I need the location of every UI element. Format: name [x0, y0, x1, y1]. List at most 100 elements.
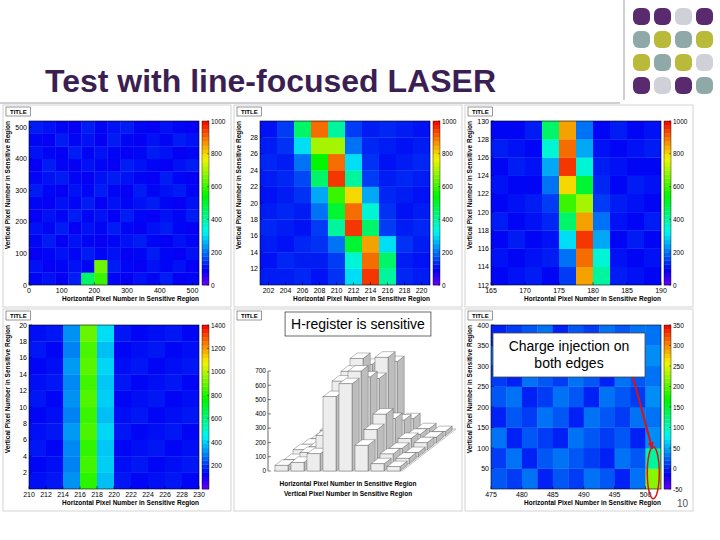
heat-cell [542, 230, 559, 249]
colorbar-tick [207, 325, 209, 326]
heat-cell [97, 341, 114, 358]
heat-cell [94, 209, 107, 222]
colorbar-segment [433, 199, 440, 203]
colorbar-segment [433, 187, 440, 191]
colorbar-segment [664, 440, 671, 444]
x-tick-label: 480 [516, 491, 528, 498]
x-tick-label: 500 [187, 287, 199, 294]
heat-cell [413, 154, 430, 171]
heat-cell [81, 247, 94, 260]
annotation-line: Charge injection on [509, 338, 630, 354]
heat-cell [134, 247, 147, 260]
colorbar-segment [202, 374, 209, 378]
heat-cell [584, 448, 600, 469]
colorbar-segment [202, 444, 209, 448]
x-tick [127, 282, 128, 285]
lego-bar-top [371, 458, 391, 464]
colorbar-segment [664, 174, 671, 178]
heat-cell [522, 469, 538, 490]
colorbar-segment [433, 224, 440, 228]
heat-cell [644, 212, 661, 231]
heat-cell [627, 157, 644, 176]
heat-cell [646, 346, 661, 367]
heat-cell [610, 212, 627, 231]
heat-cell [568, 448, 584, 469]
heat-cell [107, 159, 120, 172]
heat-cell [294, 137, 311, 154]
z-tick-label: 200 [255, 439, 266, 446]
colorbar-tick-label: 50 [673, 445, 681, 452]
y-tick [491, 386, 494, 387]
colorbar-segment [433, 146, 440, 150]
heat-cell [68, 260, 81, 273]
heat-cell [148, 423, 165, 440]
x-tick-label: 222 [125, 491, 137, 498]
colorbar-tick-label: 0 [673, 465, 677, 472]
lego-bar-top [380, 448, 400, 454]
colorbar-segment [664, 166, 671, 170]
y-tick-label: 200 [15, 218, 27, 225]
colorbar-segment [664, 481, 671, 485]
heat-cell [593, 249, 610, 268]
heat-cell [55, 121, 68, 134]
colorbar-segment [202, 121, 209, 125]
heat-cell [413, 219, 430, 236]
heat-cell [148, 456, 165, 473]
colorbar-segment [433, 183, 440, 187]
x-tick-label: 185 [621, 287, 633, 294]
heat-cell [165, 456, 182, 473]
heat-cell [148, 358, 165, 375]
colorbar-frame [433, 121, 440, 285]
y-tick [260, 186, 263, 187]
panel: TITLE16517017518018519011211411611812012… [465, 105, 693, 307]
x-tick-label: 212 [348, 287, 360, 294]
x-tick [627, 282, 628, 285]
panel: TITLE0100200300400500600700Horizontal Pi… [234, 309, 462, 511]
colorbar-segment [202, 350, 209, 354]
colorbar-segment [202, 329, 209, 333]
heat-cell [576, 212, 593, 231]
x-tick [80, 486, 81, 489]
heat-cell [97, 407, 114, 424]
heat-cell [63, 341, 80, 358]
colorbar-segment [202, 415, 209, 419]
colorbar-segment [202, 358, 209, 362]
heat-cell [42, 260, 55, 273]
x-tick [583, 486, 584, 489]
heat-cell [593, 194, 610, 213]
heat-cell [160, 134, 173, 147]
colorbar-segment [664, 150, 671, 154]
heat-cell [107, 235, 120, 248]
colorbar-segment [433, 273, 440, 277]
plot-frame [260, 121, 430, 285]
y-tick-label: 4 [23, 453, 27, 460]
heat-cell [576, 139, 593, 158]
y-tick [491, 139, 494, 140]
heat-cell [396, 269, 413, 285]
panel: TITLE20220420620821021221421621822012141… [234, 105, 462, 307]
heat-cell [81, 209, 94, 222]
decor-square [696, 77, 713, 94]
decor-square [675, 31, 692, 48]
decor-square [696, 8, 713, 25]
heat-cell [55, 197, 68, 210]
colorbar-segment [664, 346, 671, 350]
heat-cell [160, 121, 173, 134]
decor-square [696, 54, 713, 71]
x-axis-title: Horizontal Pixel Number in Sensitive Reg… [280, 480, 417, 488]
heat-cell [63, 407, 80, 424]
colorbar-segment [433, 215, 440, 219]
heat-cell [68, 184, 81, 197]
x-tick-label: 228 [176, 491, 188, 498]
heat-cell [160, 171, 173, 184]
heat-cell [42, 184, 55, 197]
colorbar-segment [202, 244, 209, 248]
heat-cell [29, 235, 42, 248]
x-axis-title: Horizontal Pixel Number in Sensitive Reg… [62, 499, 199, 507]
heat-cell [29, 407, 46, 424]
y-tick-label: 128 [477, 136, 489, 143]
heat-cell [576, 249, 593, 268]
heat-cell [328, 203, 345, 220]
colorbar-segment [433, 125, 440, 129]
heat-cell [55, 272, 68, 285]
